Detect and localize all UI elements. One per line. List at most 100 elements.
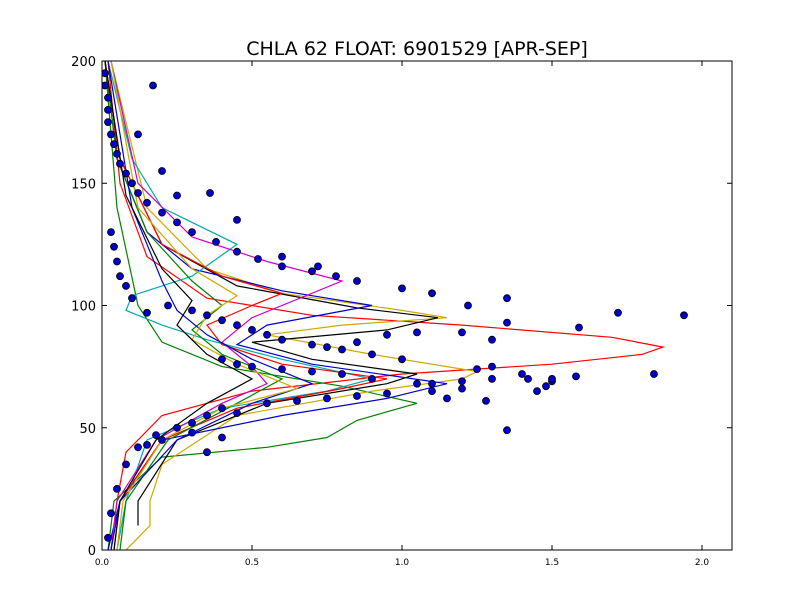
- data-point: [458, 377, 466, 386]
- data-point: [122, 169, 130, 178]
- data-point: [218, 433, 226, 442]
- data-point: [233, 360, 241, 369]
- data-point: [104, 106, 112, 114]
- series-line-2: [104, 61, 418, 550]
- data-point: [143, 308, 151, 317]
- data-point: [107, 130, 115, 139]
- x-tick-label: 1.0: [395, 558, 410, 568]
- data-point: [398, 355, 406, 364]
- data-point: [206, 189, 214, 197]
- data-point: [413, 379, 421, 388]
- data-point: [233, 409, 241, 418]
- data-point: [116, 272, 124, 281]
- data-point: [102, 81, 109, 90]
- data-point: [443, 394, 451, 403]
- y-tick-label: 150: [71, 177, 96, 192]
- data-point: [104, 93, 112, 102]
- data-point: [110, 242, 118, 251]
- data-point: [332, 272, 340, 281]
- data-point: [473, 365, 481, 374]
- data-point: [353, 392, 361, 400]
- data-point: [278, 335, 286, 344]
- data-point: [173, 218, 181, 227]
- series-line-9: [104, 61, 284, 550]
- data-point: [353, 338, 361, 347]
- data-point: [107, 228, 115, 237]
- data-point: [650, 370, 658, 378]
- data-point: [212, 237, 220, 246]
- x-tick-label: 0.0: [95, 558, 110, 568]
- data-point: [173, 423, 181, 432]
- data-point: [323, 394, 331, 403]
- data-point: [428, 387, 436, 396]
- data-point: [503, 426, 511, 435]
- y-tick-label: 200: [71, 55, 96, 70]
- data-point: [122, 460, 130, 469]
- data-point: [113, 257, 121, 266]
- data-point: [134, 189, 142, 197]
- series-line-10: [107, 61, 314, 550]
- data-point: [104, 118, 112, 126]
- data-point: [134, 130, 142, 139]
- data-point: [203, 311, 211, 320]
- data-point: [548, 374, 556, 383]
- data-point: [164, 301, 172, 310]
- y-axis: 0 50 100 150 200: [71, 55, 732, 559]
- y-tick-label: 0: [88, 544, 96, 559]
- data-point: [680, 311, 688, 320]
- data-point: [338, 345, 346, 354]
- data-point: [263, 330, 271, 339]
- series-line-1: [107, 61, 666, 550]
- data-point: [413, 328, 421, 337]
- data-point: [158, 208, 166, 217]
- data-point: [458, 328, 466, 337]
- data-point: [488, 362, 496, 371]
- series-line-11: [110, 61, 299, 550]
- data-point: [188, 228, 196, 237]
- data-point: [233, 247, 241, 256]
- data-point: [278, 365, 286, 374]
- x-tick-label: 1.5: [545, 558, 559, 568]
- data-point: [368, 350, 376, 359]
- y-tick-label: 50: [79, 422, 96, 437]
- data-point: [383, 389, 391, 398]
- data-point: [314, 262, 322, 271]
- data-point: [188, 428, 196, 437]
- series-layer: [104, 61, 666, 550]
- data-point: [113, 484, 121, 493]
- data-point: [128, 294, 136, 303]
- data-point: [575, 323, 583, 332]
- data-point: [158, 167, 166, 175]
- plot-area: [101, 60, 733, 551]
- data-point: [102, 69, 109, 78]
- data-point: [458, 384, 466, 393]
- chart-title: CHLA 62 FLOAT: 6901529 [APR-SEP]: [246, 38, 588, 60]
- x-tick-label: 2.0: [695, 558, 710, 568]
- data-point: [104, 533, 112, 542]
- data-point: [488, 374, 496, 383]
- data-point: [428, 289, 436, 298]
- data-point: [188, 418, 196, 427]
- data-point: [218, 404, 226, 413]
- data-point: [368, 374, 376, 383]
- data-point: [488, 335, 496, 344]
- data-point: [308, 267, 316, 276]
- data-point: [524, 374, 532, 383]
- data-point: [428, 379, 436, 388]
- data-point: [338, 370, 346, 378]
- data-point: [503, 318, 511, 327]
- data-point: [533, 387, 541, 396]
- data-point: [116, 159, 124, 168]
- data-point: [218, 355, 226, 364]
- data-point: [398, 284, 406, 293]
- data-point: [134, 443, 142, 452]
- x-tick-label: 0.5: [245, 558, 259, 568]
- data-point: [149, 81, 157, 90]
- points-layer: [102, 69, 688, 542]
- data-point: [572, 372, 580, 381]
- data-point: [152, 431, 160, 440]
- series-line-12: [104, 61, 254, 550]
- data-point: [233, 215, 241, 224]
